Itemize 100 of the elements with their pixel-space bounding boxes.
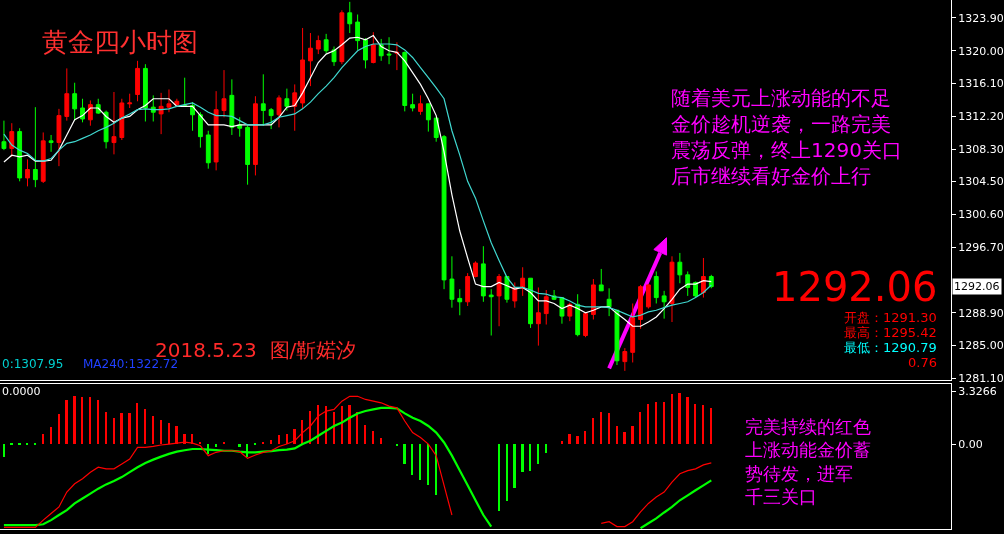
candlestick	[630, 302, 636, 363]
bar	[663, 402, 665, 445]
candlestick	[622, 347, 628, 372]
bar	[655, 402, 657, 445]
candlestick	[638, 284, 643, 330]
candlestick	[575, 293, 581, 337]
bar	[568, 434, 571, 445]
candlestick	[410, 93, 416, 112]
candlestick	[598, 268, 604, 292]
y-tick-label: 1304.50	[958, 175, 1004, 189]
bar	[238, 444, 241, 448]
bar	[647, 404, 649, 445]
candlestick	[25, 158, 30, 187]
candlestick	[56, 108, 62, 167]
candlestick	[229, 78, 235, 136]
candlestick	[253, 95, 258, 176]
candlestick	[331, 46, 337, 67]
candlestick	[308, 32, 313, 87]
candlestick	[347, 1, 353, 34]
bar	[50, 427, 52, 445]
bar	[710, 408, 712, 445]
candlestick	[520, 266, 526, 297]
candlestick	[48, 134, 54, 153]
bar	[136, 403, 138, 445]
bar	[89, 397, 91, 445]
candlestick	[72, 82, 78, 122]
candlestick	[528, 277, 533, 329]
bar	[419, 444, 421, 481]
bar	[702, 405, 704, 445]
bar	[576, 436, 579, 445]
candlestick	[135, 60, 140, 102]
bar	[694, 404, 696, 445]
bar	[286, 434, 288, 445]
bar	[26, 443, 28, 446]
candlestick	[197, 111, 203, 149]
bar	[631, 426, 634, 445]
annotation: 随着美元上涨动能的不足金价趁机逆袭，一路完美震荡反弹，终上1290关口后市继续看好金价上行	[671, 86, 902, 188]
bar	[623, 432, 626, 445]
candlestick	[9, 122, 15, 158]
candlestick	[496, 273, 502, 327]
candlestick	[567, 302, 573, 322]
candlestick	[473, 260, 478, 278]
bar	[686, 397, 689, 445]
bar	[364, 425, 366, 445]
candlestick	[339, 9, 345, 65]
bar	[278, 435, 280, 445]
candlestick	[394, 41, 400, 71]
candlestick	[127, 93, 133, 109]
annotation: 开盘：1291.30	[844, 310, 937, 325]
bar	[18, 443, 21, 446]
bar	[81, 397, 83, 445]
bar	[168, 423, 170, 445]
annotation: 最高：1295.42	[844, 325, 937, 340]
bar	[584, 431, 586, 445]
y-tick-label: 1308.30	[958, 143, 1004, 157]
bar	[545, 444, 547, 454]
bar	[372, 431, 374, 445]
bar	[42, 434, 44, 445]
bar	[128, 413, 131, 445]
candlestick	[559, 297, 565, 325]
bar	[333, 412, 335, 445]
candlestick	[213, 90, 219, 171]
bar	[356, 412, 358, 445]
bar	[616, 426, 618, 445]
candlestick	[693, 281, 698, 299]
candlestick	[284, 88, 290, 112]
candlestick	[418, 94, 423, 116]
candlestick	[103, 110, 109, 149]
candlestick	[614, 309, 620, 366]
candlestick	[449, 255, 455, 309]
candlestick	[190, 101, 195, 132]
bar	[65, 400, 68, 445]
candlestick	[465, 272, 471, 307]
candlestick	[166, 88, 172, 113]
candlestick	[221, 69, 227, 118]
candlestick	[661, 290, 667, 320]
y-tick-label: 1312.20	[958, 110, 1004, 124]
bar	[498, 444, 500, 512]
candlestick	[205, 130, 211, 170]
candlestick	[245, 125, 250, 186]
bar	[396, 444, 398, 447]
bar	[529, 444, 531, 472]
candlestick	[17, 127, 23, 182]
bar	[144, 409, 146, 445]
candlestick	[292, 83, 298, 132]
y-tick-label: 0.00	[958, 437, 983, 451]
bar	[10, 443, 13, 446]
candlestick	[237, 116, 243, 138]
bar	[105, 412, 107, 445]
bar	[435, 444, 437, 496]
bar	[73, 396, 76, 445]
bar	[215, 444, 217, 448]
bar	[175, 426, 178, 445]
candlestick	[669, 255, 675, 323]
candlestick	[260, 73, 266, 127]
bar	[262, 442, 264, 445]
candlestick	[64, 67, 70, 122]
y-tick-label: 1296.70	[958, 240, 1004, 254]
candlestick	[543, 289, 549, 326]
candlestick	[158, 92, 164, 135]
